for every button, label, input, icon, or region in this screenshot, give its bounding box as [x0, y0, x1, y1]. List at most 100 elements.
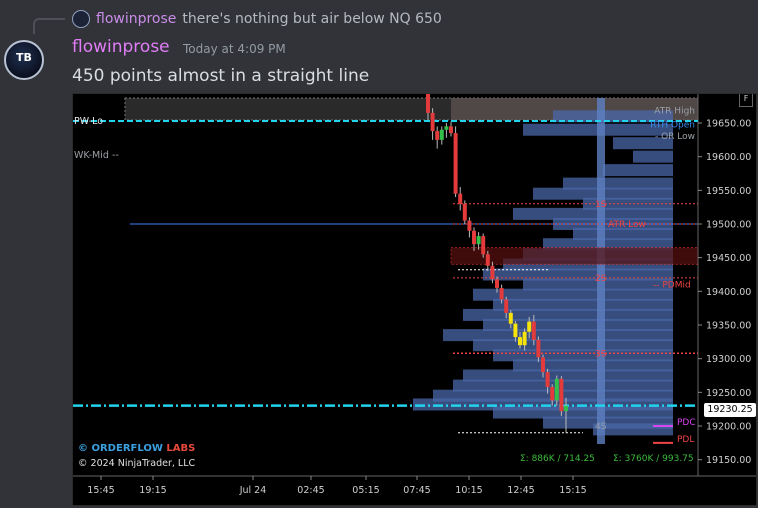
- candle-body-16: [499, 287, 504, 300]
- y-tick-label-1: 19600.00: [706, 152, 751, 163]
- candle-body-5: [449, 126, 453, 134]
- reply-avatar[interactable]: [72, 10, 90, 28]
- candle-body-30: [564, 405, 568, 412]
- candle-body-15: [495, 279, 499, 288]
- volume-profile-bar-28: [493, 406, 673, 419]
- volume-profile-bar-18: [463, 308, 673, 321]
- level-label-pdmid: -- PDMid: [653, 281, 691, 291]
- candle-body-1: [430, 112, 435, 132]
- level-label-4s: 4S: [595, 422, 607, 432]
- y-tick-label-9: 19200.00: [706, 422, 751, 433]
- message-username[interactable]: flowinprose: [72, 37, 170, 57]
- candle-body-17: [504, 299, 509, 313]
- candle-body-26: [545, 372, 550, 387]
- candle-body-25: [541, 357, 545, 373]
- level-label-rth-open: RTH Open: [650, 121, 695, 131]
- x-tick-label-7: 12:45: [507, 485, 534, 496]
- x-tick-label-2: Jul 24: [239, 485, 267, 496]
- message-text: 450 points almost in a straight line: [72, 66, 370, 86]
- candle-body-3: [439, 129, 444, 140]
- level-label-3s: 3S: [595, 349, 607, 359]
- x-tick-label-8: 15:15: [559, 485, 586, 496]
- candle-body-14: [490, 265, 495, 280]
- copyright: © 2024 NinjaTrader, LLC: [78, 458, 196, 469]
- chart-corner-button: F: [739, 94, 753, 107]
- level-label-pdl: PDL: [677, 435, 694, 445]
- price-chart: 19650.00 19600.00 19550.00 19500.00 19450.00…: [73, 94, 756, 496]
- level-label-pw-lo: PW-Lo: [74, 116, 103, 127]
- x-tick-label-1: 19:15: [139, 485, 166, 496]
- x-tick-label-5: 07:45: [403, 485, 430, 496]
- candle-body-7: [458, 193, 463, 204]
- volume-profile-bar-17: [493, 298, 673, 311]
- volume-profile-bar-8: [513, 207, 673, 220]
- level-label-1s: 1S: [595, 200, 607, 210]
- watermark: © ORDERFLOW LABS: [78, 443, 195, 454]
- reply-text[interactable]: there's nothing but air below NQ 650: [182, 11, 442, 27]
- level-label-pdc: PDC: [677, 418, 696, 428]
- message-timestamp: Today at 4:09 PM: [183, 42, 286, 56]
- candle-body-29: [559, 378, 564, 412]
- candle-body-9: [467, 220, 472, 231]
- y-tick-label-4: 19450.00: [706, 253, 751, 264]
- y-tick-label-2: 19550.00: [706, 186, 751, 197]
- level-label-wk-mid: WK-Mid --: [74, 150, 119, 161]
- volume-profile-bar-16: [473, 288, 673, 301]
- level-label-2s: 2S: [595, 274, 607, 284]
- avatar[interactable]: TB: [4, 40, 44, 80]
- watermark-brand: © ORDERFLOW: [78, 443, 163, 454]
- candle-body-23: [531, 321, 536, 340]
- volume-profile-bar-0: [553, 110, 673, 123]
- candle-body-2: [435, 131, 440, 140]
- candle-body-27: [550, 386, 555, 401]
- volume-profile-bar-2: [613, 137, 673, 150]
- volume-profile-bar-20: [443, 329, 673, 342]
- current-price-tag: 19230.25: [704, 403, 756, 417]
- candle-body-8: [462, 203, 467, 221]
- candle-body-22: [527, 321, 532, 332]
- candle-body-0: [426, 94, 430, 113]
- y-tick-label-7: 19300.00: [706, 354, 751, 365]
- candle-body-19: [513, 323, 518, 338]
- volume-profile-bar-4: [603, 164, 673, 177]
- watermark-labs: LABS: [166, 443, 196, 454]
- reply-username[interactable]: flowinprose: [96, 11, 177, 27]
- x-tick-label-4: 05:15: [352, 485, 379, 496]
- reply-preview[interactable]: flowinprose there's nothing but air belo…: [72, 9, 442, 29]
- y-tick-label-3: 19500.00: [706, 220, 751, 231]
- level-label-atr-low: ATR Low: [608, 220, 646, 230]
- candle-body-11: [476, 236, 481, 245]
- candle-body-18: [508, 312, 513, 324]
- candle-body-28: [554, 378, 559, 401]
- candle-body-12: [481, 236, 486, 255]
- y-tick-label-6: 19350.00: [706, 321, 751, 332]
- candle-body-4: [444, 126, 449, 130]
- y-tick-label-0: 19650.00: [706, 119, 751, 130]
- poc-column: [597, 98, 605, 444]
- avatar-initials: TB: [16, 51, 32, 64]
- y-tick-label-8: 19250.00: [706, 388, 751, 399]
- volume-profile-bar-23: [513, 359, 673, 372]
- x-tick-label-0: 15:45: [87, 485, 114, 496]
- sigma-stat-2: Σ: 3760K / 993.75: [613, 454, 694, 464]
- volume-profile-bar-3: [633, 150, 673, 163]
- candle-body-13: [485, 254, 490, 266]
- volume-profile-bar-5: [563, 177, 673, 190]
- volume-profile-bar-24: [463, 369, 673, 382]
- chart-image-attachment[interactable]: 19650.00 19600.00 19550.00 19500.00 19450.00…: [72, 93, 757, 506]
- y-tick-label-10: 19150.00: [706, 455, 751, 466]
- sigma-stat-1: Σ: 886K / 714.25: [520, 454, 595, 464]
- x-tick-label-3: 02:45: [297, 485, 324, 496]
- reply-connector: [33, 18, 65, 34]
- y-tick-label-5: 19400.00: [706, 287, 751, 298]
- level-label-atr-high: ATR High: [654, 107, 695, 117]
- x-tick-label-6: 10:15: [455, 485, 482, 496]
- candle-body-6: [453, 133, 458, 194]
- candle-body-10: [472, 230, 476, 245]
- level-label-or-low: - OR Low: [655, 132, 695, 142]
- supply-zone: [450, 247, 699, 265]
- candle-body-20: [518, 337, 522, 346]
- volume-profile-bar-7: [583, 197, 673, 210]
- candle-body-21: [522, 331, 527, 346]
- candle-body-24: [536, 339, 541, 358]
